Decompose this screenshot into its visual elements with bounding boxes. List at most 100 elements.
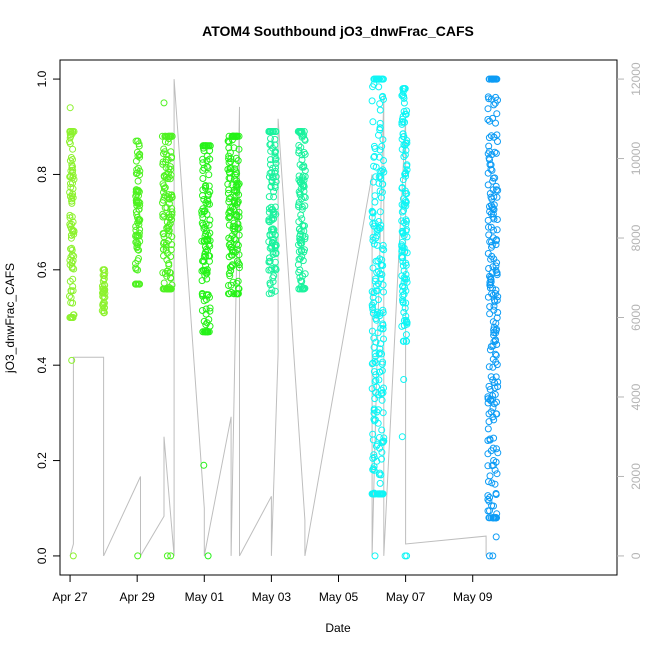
data-point	[161, 204, 169, 212]
data-point	[300, 248, 308, 256]
data-point	[402, 169, 410, 177]
data-point	[300, 193, 308, 201]
data-point	[487, 201, 495, 209]
data-point	[233, 246, 241, 254]
data-point	[297, 180, 305, 188]
data-point	[100, 275, 108, 283]
data-point	[67, 294, 75, 302]
x-tick-label: Apr 27	[52, 590, 88, 604]
data-point	[202, 220, 210, 228]
data-point	[269, 206, 277, 214]
data-point	[270, 210, 278, 218]
altitude-line	[69, 79, 487, 558]
data-point	[490, 201, 498, 209]
data-point	[485, 418, 493, 426]
data-point	[400, 376, 408, 383]
data-point	[493, 226, 501, 234]
data-point	[162, 285, 170, 293]
data-point	[380, 437, 388, 445]
data-point	[165, 260, 173, 268]
data-point	[230, 235, 238, 243]
data-point	[227, 193, 235, 201]
y-axis: 0.0 0.2 0.4 0.6 0.8 1.0	[35, 70, 60, 564]
data-point	[368, 327, 376, 335]
data-point	[379, 136, 387, 144]
x-tick-label: Apr 29	[119, 590, 155, 604]
data-point	[200, 461, 208, 469]
data-point	[163, 552, 171, 560]
data-point	[489, 396, 497, 404]
data-point	[376, 255, 384, 263]
data-point	[371, 552, 379, 560]
data-point	[398, 254, 406, 262]
data-point	[375, 376, 383, 384]
data-point	[136, 153, 144, 161]
data-point	[489, 75, 497, 83]
data-point	[66, 128, 74, 135]
data-point	[487, 273, 495, 281]
data-point	[485, 382, 493, 390]
data-point	[272, 173, 280, 181]
data-point	[378, 75, 386, 83]
data-point	[373, 227, 381, 235]
data-point	[491, 480, 499, 488]
data-point	[161, 138, 169, 146]
data-point	[376, 167, 384, 175]
data-point	[399, 115, 406, 123]
data-point	[379, 306, 387, 314]
data-point	[372, 442, 380, 450]
data-point	[487, 75, 495, 83]
data-point	[297, 143, 305, 151]
data-point	[373, 282, 380, 290]
data-point	[490, 302, 498, 310]
data-point	[134, 552, 142, 560]
data-point	[377, 274, 385, 282]
data-point	[66, 104, 74, 112]
data-point	[378, 142, 386, 150]
data-point	[485, 75, 493, 83]
data-point	[301, 167, 309, 175]
x-tick-label: May 03	[252, 590, 292, 604]
data-point	[490, 193, 498, 201]
data-point	[492, 327, 500, 334]
y2-tick-label: 6000	[629, 304, 643, 331]
data-point	[136, 171, 144, 179]
data-point	[488, 238, 495, 246]
y-tick-label: 0.6	[35, 261, 49, 278]
data-point	[368, 207, 376, 215]
data-point	[134, 152, 142, 160]
data-point	[225, 174, 233, 182]
data-point	[369, 209, 377, 217]
data-point	[235, 261, 243, 269]
data-point	[489, 210, 497, 218]
x-tick-label: May 07	[386, 590, 426, 604]
data-point	[370, 334, 378, 342]
data-point	[271, 149, 279, 157]
data-point	[205, 171, 213, 179]
data-point	[234, 259, 242, 267]
data-point	[70, 175, 78, 183]
data-point	[228, 181, 236, 189]
data-point	[267, 135, 274, 142]
data-point	[370, 415, 378, 423]
data-point	[134, 177, 142, 185]
data-point	[204, 552, 212, 560]
data-point	[486, 386, 494, 393]
data-point	[227, 235, 235, 243]
data-point	[134, 164, 142, 172]
data-point	[489, 552, 497, 560]
scatter-points-layer	[66, 75, 502, 560]
data-point	[235, 213, 243, 221]
data-point	[494, 138, 501, 145]
data-point	[485, 478, 492, 486]
data-point	[301, 270, 309, 278]
data-point	[198, 307, 206, 314]
data-point	[370, 490, 378, 498]
data-point	[372, 257, 380, 265]
data-point	[271, 156, 279, 164]
data-point	[233, 200, 241, 208]
data-point	[494, 293, 502, 301]
data-point	[376, 208, 384, 216]
data-point	[402, 287, 410, 295]
